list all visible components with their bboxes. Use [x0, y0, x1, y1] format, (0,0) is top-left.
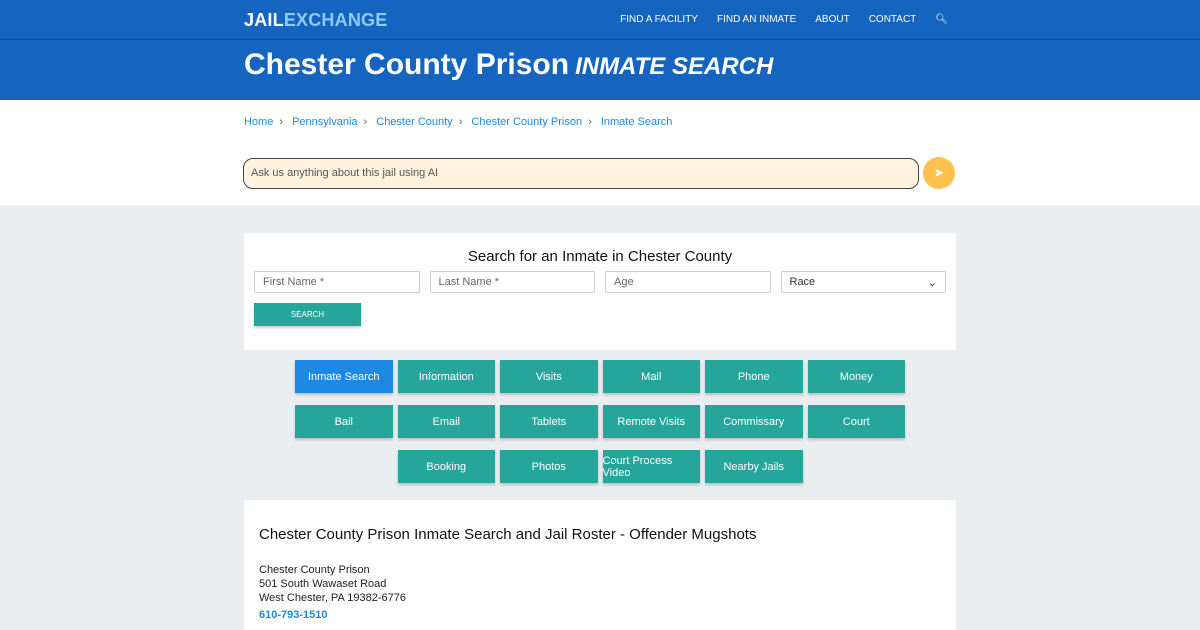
nav-button-mail[interactable]: Mail: [602, 360, 700, 393]
facility-city: West Chester, PA 19382-6776: [259, 592, 406, 604]
nav-button-bail[interactable]: Bail: [295, 405, 393, 438]
nav-find-inmate[interactable]: FIND AN INMATE: [716, 14, 797, 25]
ai-question-input[interactable]: Ask us anything about this jail using AI: [243, 158, 919, 189]
nav-button-court-process-video[interactable]: Court Process Video: [602, 450, 700, 483]
search-button[interactable]: SEARCH: [254, 303, 361, 326]
age-input[interactable]: Age: [605, 271, 771, 293]
nav-button-tablets[interactable]: Tablets: [500, 405, 598, 438]
nav-button-booking[interactable]: Booking: [397, 450, 495, 483]
send-icon[interactable]: ➤: [923, 157, 955, 189]
breadcrumb-home[interactable]: Home: [244, 116, 274, 128]
nav-button-money[interactable]: Money: [807, 360, 905, 393]
header: JAILEXCHANGE FIND A FACILITY FIND AN INM…: [0, 0, 1200, 100]
nav-button-visits[interactable]: Visits: [500, 360, 598, 393]
breadcrumb-current[interactable]: Inmate Search: [600, 116, 673, 128]
navbar: JAILEXCHANGE FIND A FACILITY FIND AN INM…: [0, 0, 1200, 40]
search-heading: Search for an Inmate in Chester County: [467, 248, 733, 265]
nav-button-information[interactable]: Information: [397, 360, 495, 393]
nav-button-nearby-jails[interactable]: Nearby Jails: [705, 450, 803, 483]
facility-street: 501 South Wawaset Road: [259, 578, 387, 590]
nav-button-remote-visits[interactable]: Remote Visits: [602, 405, 700, 438]
breadcrumb-state[interactable]: Pennsylvania: [292, 116, 358, 128]
nav-button-phone[interactable]: Phone: [705, 360, 803, 393]
info-heading: Chester County Prison Inmate Search and …: [259, 526, 757, 543]
nav-button-inmate-search[interactable]: Inmate Search: [295, 360, 393, 393]
chevron-down-icon: ⌄: [927, 277, 937, 289]
nav-contact[interactable]: CONTACT: [868, 14, 917, 25]
nav-find-facility[interactable]: FIND A FACILITY: [620, 14, 698, 25]
nav-button-email[interactable]: Email: [397, 405, 495, 438]
inmate-search-form: Search for an Inmate in Chester County F…: [244, 233, 956, 350]
nav-button-photos[interactable]: Photos: [500, 450, 598, 483]
logo[interactable]: JAILEXCHANGE: [244, 10, 388, 30]
nav-about[interactable]: ABOUT: [815, 14, 850, 25]
first-name-input[interactable]: First Name *: [254, 271, 420, 293]
last-name-input[interactable]: Last Name *: [429, 271, 595, 293]
nav-button-commissary[interactable]: Commissary: [705, 405, 803, 438]
info-section: Chester County Prison Inmate Search and …: [244, 500, 956, 630]
page-title: Chester County Prison INMATE SEARCH: [244, 48, 774, 81]
nav-button-court[interactable]: Court: [807, 405, 905, 438]
breadcrumb-facility[interactable]: Chester County Prison: [471, 116, 583, 128]
breadcrumb-county[interactable]: Chester County: [376, 116, 453, 128]
facility-name: Chester County Prison: [259, 564, 370, 576]
facility-phone-link[interactable]: 610-793-1510: [259, 609, 328, 621]
section-buttons: Inmate Search Information Visits Mail Phone M…: [244, 360, 956, 483]
race-select[interactable]: Race ⌄: [780, 271, 946, 293]
page-subtitle: INMATE SEARCH: [575, 53, 774, 80]
breadcrumb: Home › Pennsylvania › Chester County › Ches…: [244, 116, 673, 128]
search-icon[interactable]: 🔍︎: [935, 14, 948, 25]
